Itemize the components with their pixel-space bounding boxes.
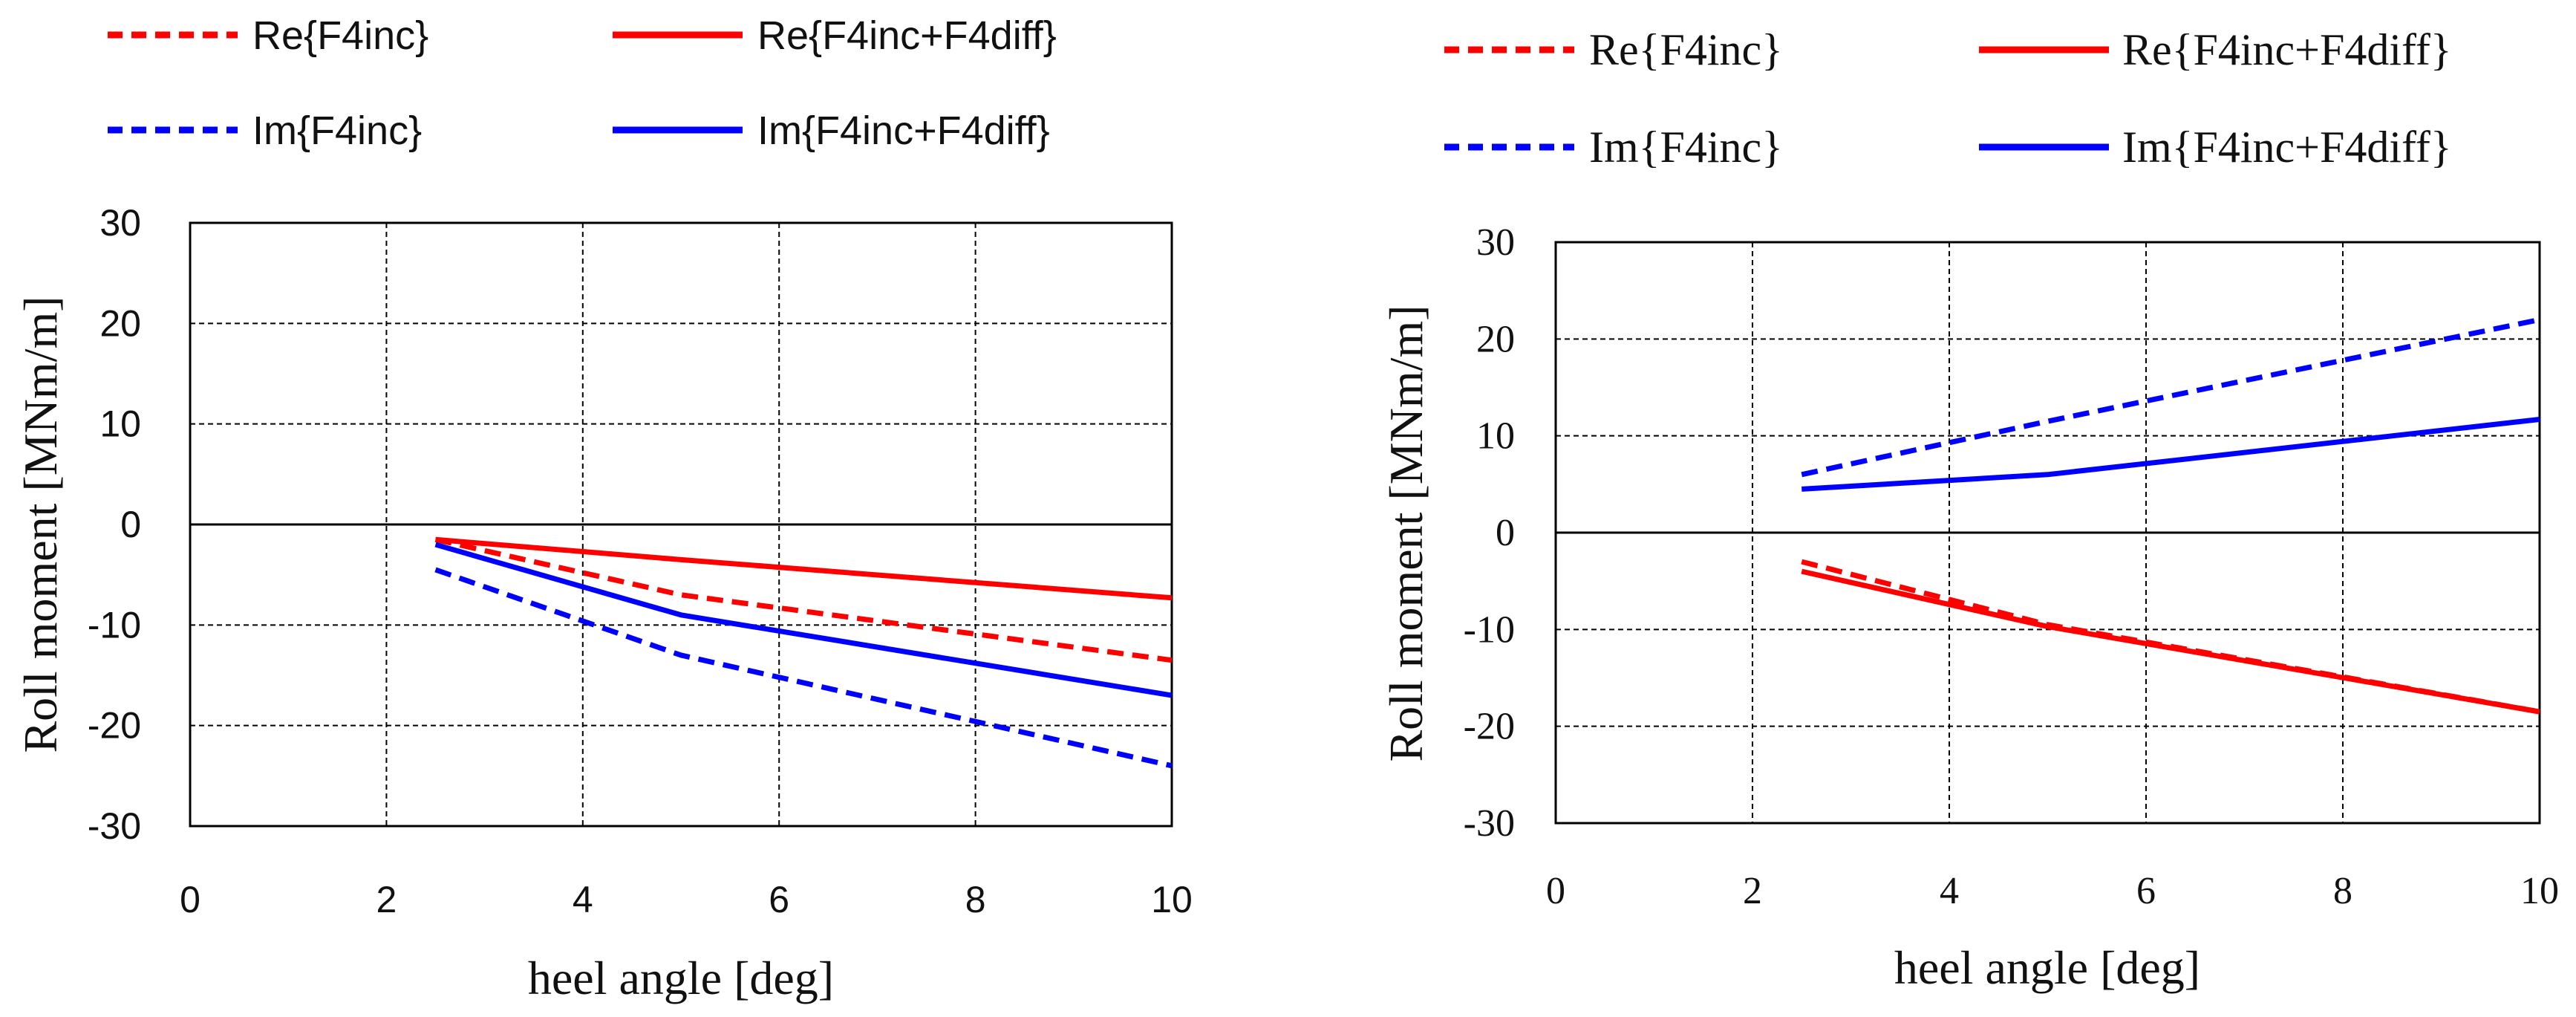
x-tick-label: 10	[1151, 879, 1193, 920]
legend-label-re-f4inc: Re{F4inc}	[252, 13, 428, 58]
y-tick-label: -30	[88, 805, 141, 847]
legend-right: Re{F4inc} Re{F4inc+F4diff} Im{F4inc} Im{…	[1444, 25, 2452, 172]
series-line-im-f4inc	[1801, 316, 2540, 478]
x-axis-title-left: heel angle [deg]	[528, 952, 834, 1004]
y-tick-label: 10	[1476, 415, 1515, 458]
y-tick-label: -10	[88, 604, 141, 646]
grid-right	[1556, 242, 2540, 823]
chart-left: Re{F4inc} Re{F4inc+F4diff} Im{F4inc} Im{…	[14, 13, 1193, 1004]
series-right	[1801, 316, 2540, 715]
y-tick-label: 30	[1476, 221, 1515, 264]
series-line-im-f4inc-f4diff	[434, 542, 1173, 698]
legend-label-im-f4inc-right: Im{F4inc}	[1589, 123, 1783, 172]
series-left	[434, 536, 1173, 769]
y-tick-label: 10	[100, 403, 141, 445]
series-line-re-f4inc	[434, 536, 1173, 663]
series-line-re-f4inc	[1801, 559, 2540, 715]
legend-label-im-f4inc-f4diff-right: Im{F4inc+F4diff}	[2122, 123, 2452, 172]
x-tick-label: 2	[376, 879, 397, 920]
legend-label-re-f4inc-f4diff: Re{F4inc+F4diff}	[757, 13, 1057, 58]
series-line-re-f4inc-f4diff	[1801, 568, 2540, 715]
x-tick-label: 8	[2333, 870, 2352, 912]
ticks-right: 30 20 10 0 -10 -20 -30 0 2 4 6 8 10	[1464, 221, 2559, 912]
y-axis-title-left: Roll moment [MNm/m]	[14, 296, 67, 753]
x-tick-label: 0	[1546, 870, 1565, 912]
y-tick-label: -10	[1464, 608, 1515, 651]
x-tick-label: 0	[180, 879, 200, 920]
x-tick-label: 8	[965, 879, 986, 920]
y-tick-label: 30	[100, 202, 141, 244]
x-tick-label: 6	[2136, 870, 2156, 912]
x-tick-label: 4	[573, 879, 593, 920]
chart-right: Re{F4inc} Re{F4inc+F4diff} Im{F4inc} Im{…	[1380, 25, 2559, 994]
legend-label-re-f4inc-f4diff-right: Re{F4inc+F4diff}	[2122, 25, 2452, 74]
y-tick-label: 0	[1496, 512, 1515, 554]
series-line-im-f4inc	[434, 567, 1173, 769]
x-tick-label: 2	[1743, 870, 1762, 912]
ticks-left: 30 20 10 0 -10 -20 -30 0 2 4 6 8 10	[88, 202, 1193, 920]
y-axis-title-right: Roll moment [MNm/m]	[1380, 305, 1432, 761]
series-line-re-f4inc-f4diff	[435, 536, 1173, 601]
x-tick-label: 10	[2520, 870, 2559, 912]
grid-left	[190, 223, 1172, 826]
legend-label-im-f4inc-f4diff: Im{F4inc+F4diff}	[757, 108, 1050, 153]
y-tick-label: -20	[88, 705, 141, 747]
y-tick-label: 20	[1476, 318, 1515, 360]
y-tick-label: -20	[1464, 706, 1515, 748]
x-axis-title-right: heel angle [deg]	[1894, 941, 2200, 994]
y-tick-label: -30	[1464, 802, 1515, 845]
y-tick-label: 20	[100, 302, 141, 344]
legend-label-im-f4inc: Im{F4inc}	[252, 108, 422, 153]
x-tick-label: 6	[769, 879, 789, 920]
legend-label-re-f4inc-right: Re{F4inc}	[1589, 25, 1783, 74]
x-tick-label: 4	[1940, 870, 1959, 912]
y-tick-label: 0	[120, 504, 141, 545]
legend-left: Re{F4inc} Re{F4inc+F4diff} Im{F4inc} Im{…	[108, 13, 1057, 153]
series-line-im-f4inc-f4diff	[1801, 417, 2540, 492]
